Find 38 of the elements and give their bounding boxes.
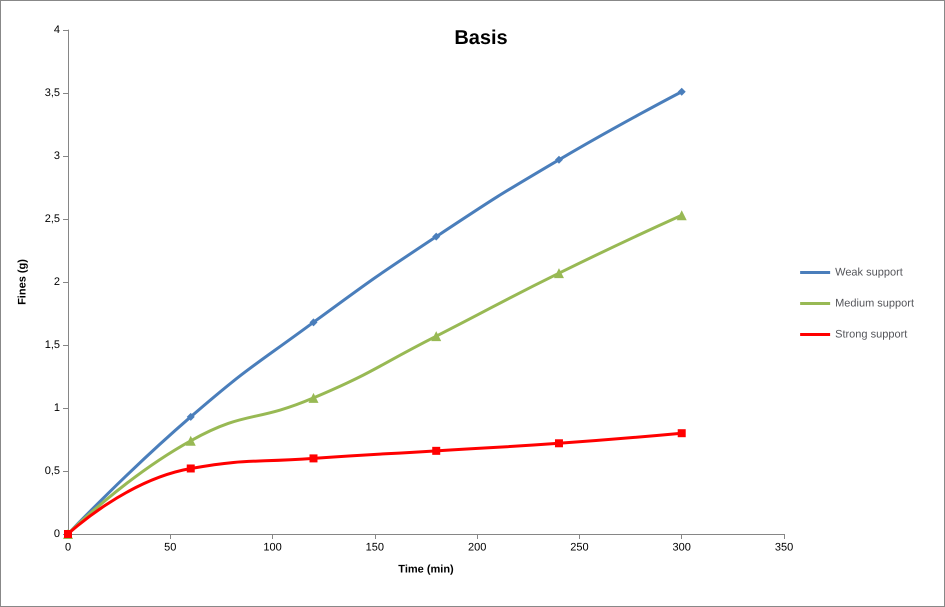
point [678, 88, 686, 96]
point [308, 392, 318, 403]
y-tick-label: 0,5 [44, 465, 60, 477]
x-tick-label: 150 [366, 542, 384, 554]
legend-label: Medium support [835, 298, 914, 310]
chart-title: Basis [454, 27, 508, 49]
point [186, 412, 195, 421]
point [432, 446, 440, 455]
point [554, 439, 563, 448]
x-tick-label: 300 [672, 542, 691, 554]
x-tick-label: 200 [468, 542, 486, 554]
x-tick-label: 100 [263, 542, 282, 554]
point [309, 454, 318, 462]
point [678, 429, 686, 438]
y-tick-label: 0 [54, 528, 60, 540]
y-tick-label: 1,5 [44, 339, 60, 351]
point [676, 210, 687, 220]
legend-label: Strong support [835, 328, 908, 340]
point [431, 331, 442, 342]
x-tick-label: 0 [64, 542, 72, 554]
point [554, 156, 563, 164]
y-tick-label: 3 [54, 150, 60, 162]
y-tick-label: 2,5 [44, 213, 60, 225]
x-tick-label: 50 [164, 542, 176, 554]
x-axis-title: Time (min) [398, 564, 454, 576]
x-tick-label: 250 [570, 542, 589, 554]
point [309, 318, 318, 326]
y-tick-label: 1 [54, 402, 60, 414]
legend-label: Weak support [835, 266, 903, 278]
point [186, 464, 195, 472]
y-axis-title: Fines (g) [16, 258, 28, 305]
y-tick-label: 4 [54, 24, 60, 36]
point [186, 436, 196, 446]
y-tick-label: 2 [54, 276, 60, 288]
y-tick-label: 3,5 [44, 87, 60, 99]
point [432, 232, 440, 241]
point [554, 268, 564, 278]
x-tick-label: 350 [774, 542, 794, 554]
